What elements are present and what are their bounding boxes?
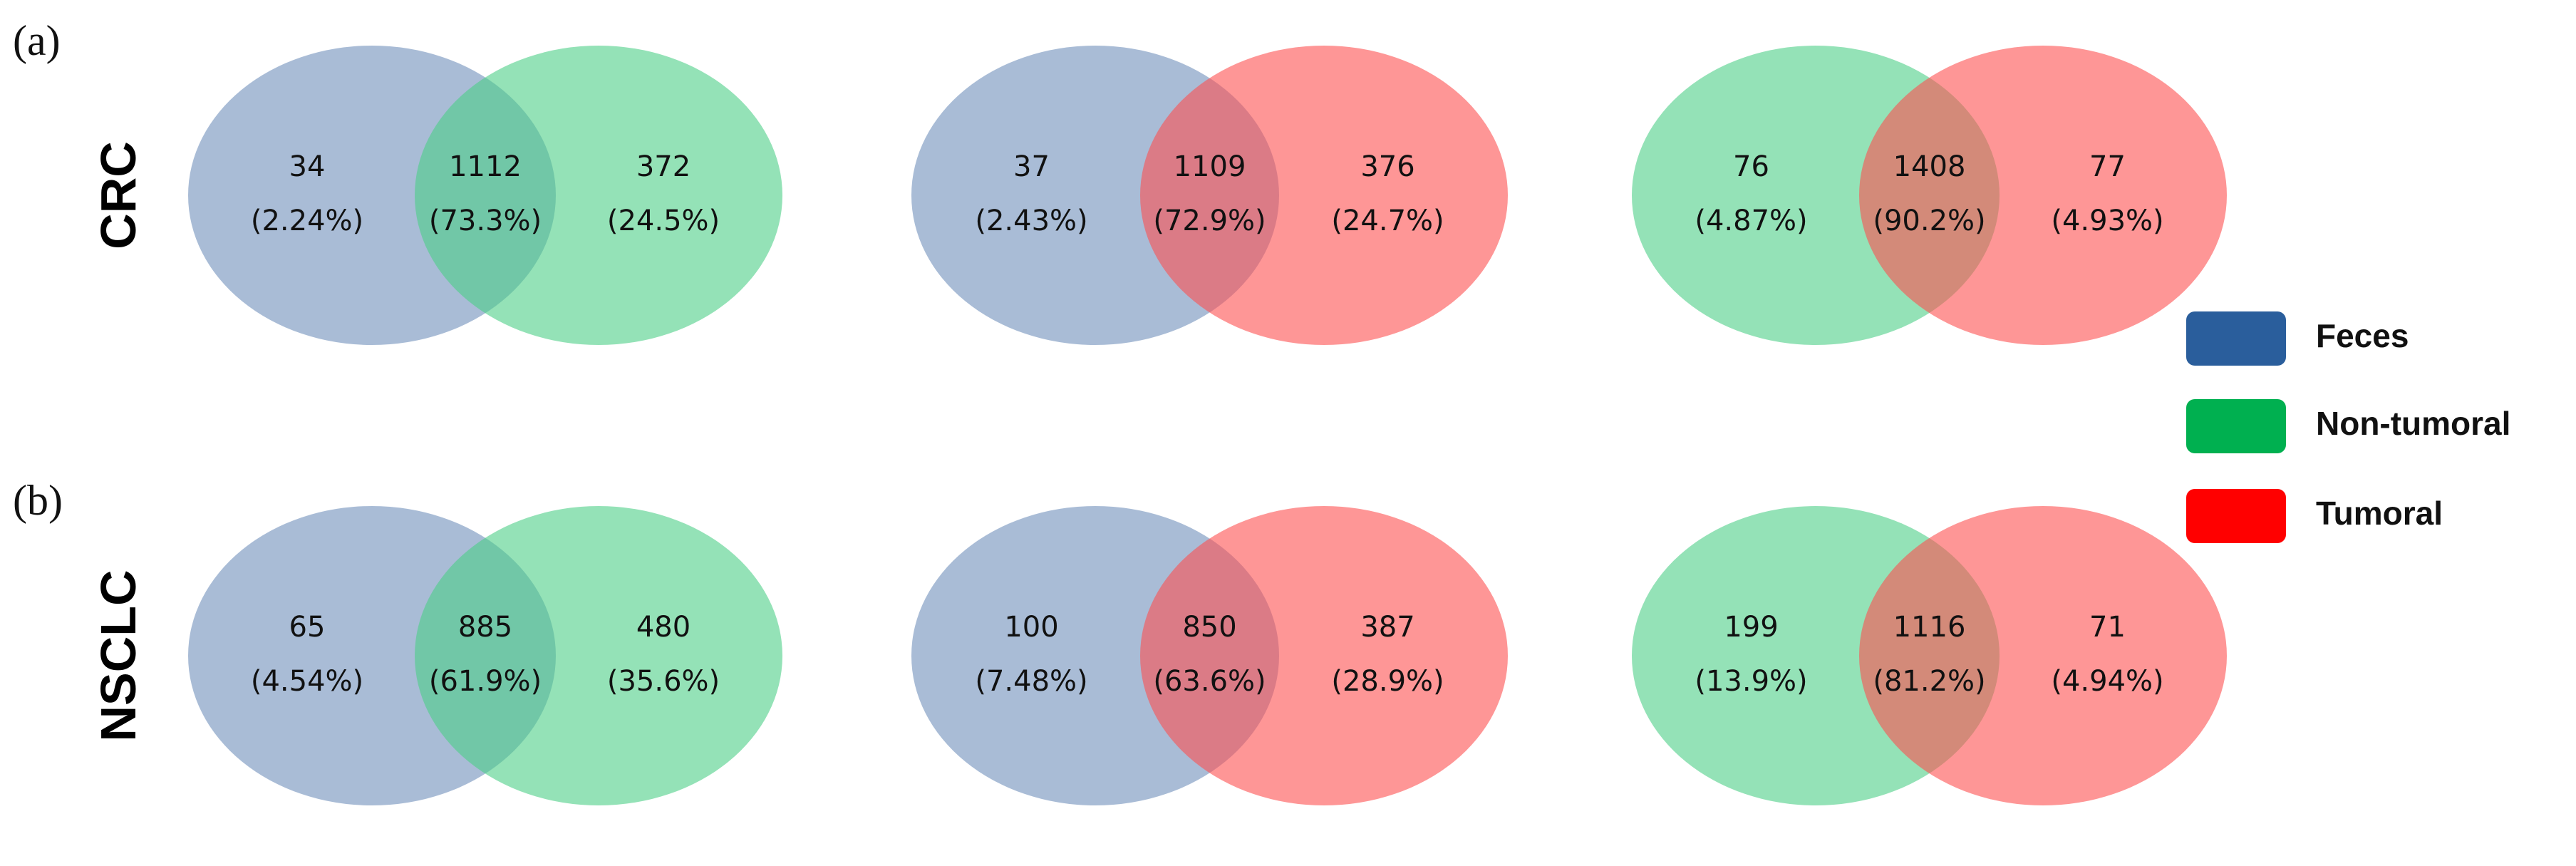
venn-count-overlap: 885 — [458, 611, 512, 644]
venn-circle-tumoral — [1859, 46, 2227, 345]
venn-percent-overlap: (63.6%) — [1153, 665, 1266, 698]
venn-diagram: 34 (2.24%) 1112 (73.3%) 372 (24.5%) — [188, 46, 782, 345]
venn-count-overlap: 1112 — [449, 150, 522, 183]
venn-count-right: 387 — [1360, 611, 1414, 644]
venn-percent-left: (2.24%) — [251, 205, 363, 237]
venn-count-overlap: 1109 — [1174, 150, 1246, 183]
venn-count-left: 34 — [289, 150, 326, 183]
venn-percent-right: (24.5%) — [607, 205, 720, 237]
venn-count-left: 76 — [1733, 150, 1769, 183]
venn-count-left: 199 — [1724, 611, 1778, 644]
venn-count-left: 37 — [1013, 150, 1050, 183]
venn-count-overlap: 850 — [1182, 611, 1236, 644]
venn-count-overlap: 1116 — [1893, 611, 1966, 644]
venn-count-right: 376 — [1360, 150, 1414, 183]
venn-diagram: 65 (4.54%) 885 (61.9%) 480 (35.6%) — [188, 506, 782, 805]
venn-circle-nontumoral — [415, 506, 782, 805]
venn-percent-left: (13.9%) — [1695, 665, 1807, 698]
venn-count-overlap: 1408 — [1893, 150, 1966, 183]
venn-percent-left: (2.43%) — [975, 205, 1087, 237]
venn-count-left: 65 — [289, 611, 326, 644]
venn-percent-right: (24.7%) — [1331, 205, 1444, 237]
venn-diagram: 37 (2.43%) 1109 (72.9%) 376 (24.7%) — [911, 46, 1508, 345]
venn-count-right: 71 — [2089, 611, 2126, 644]
venn-percent-overlap: (90.2%) — [1873, 205, 1985, 237]
venn-count-right: 480 — [636, 611, 690, 644]
venn-percent-left: (4.54%) — [251, 665, 363, 698]
venn-percent-overlap: (73.3%) — [429, 205, 542, 237]
venn-circle-tumoral — [1140, 506, 1508, 805]
venn-percent-overlap: (61.9%) — [429, 665, 542, 698]
venn-percent-left: (7.48%) — [975, 665, 1087, 698]
venn-count-right: 77 — [2089, 150, 2126, 183]
legend-label-nontumoral: Non-tumoral — [2316, 405, 2510, 442]
venn-percent-left: (4.87%) — [1695, 205, 1807, 237]
legend-swatch-feces — [2186, 311, 2286, 366]
legend-swatch-tumoral — [2186, 489, 2286, 543]
venn-circle-tumoral — [1859, 506, 2227, 805]
legend-swatch-nontumoral — [2186, 399, 2286, 453]
venn-percent-right: (35.6%) — [607, 665, 720, 698]
venn-count-right: 372 — [636, 150, 690, 183]
row-label: NSCLC — [90, 569, 146, 741]
venn-circle-tumoral — [1140, 46, 1508, 345]
venn-percent-overlap: (72.9%) — [1153, 205, 1266, 237]
venn-percent-right: (28.9%) — [1331, 665, 1444, 698]
legend-label-tumoral: Tumoral — [2316, 495, 2443, 532]
panel-label: (b) — [13, 477, 63, 524]
venn-circle-nontumoral — [415, 46, 782, 345]
venn-percent-right: (4.93%) — [2051, 205, 2163, 237]
venn-count-left: 100 — [1004, 611, 1058, 644]
venn-diagram: 199 (13.9%) 1116 (81.2%) 71 (4.94%) — [1632, 506, 2227, 805]
venn-diagram: 100 (7.48%) 850 (63.6%) 387 (28.9%) — [911, 506, 1508, 805]
venn-diagram: 76 (4.87%) 1408 (90.2%) 77 (4.93%) — [1632, 46, 2227, 345]
row-label: CRC — [90, 141, 146, 249]
legend-label-feces: Feces — [2316, 317, 2409, 354]
venn-percent-overlap: (81.2%) — [1873, 665, 1985, 698]
panel-label: (a) — [13, 17, 61, 64]
venn-percent-right: (4.94%) — [2051, 665, 2163, 698]
